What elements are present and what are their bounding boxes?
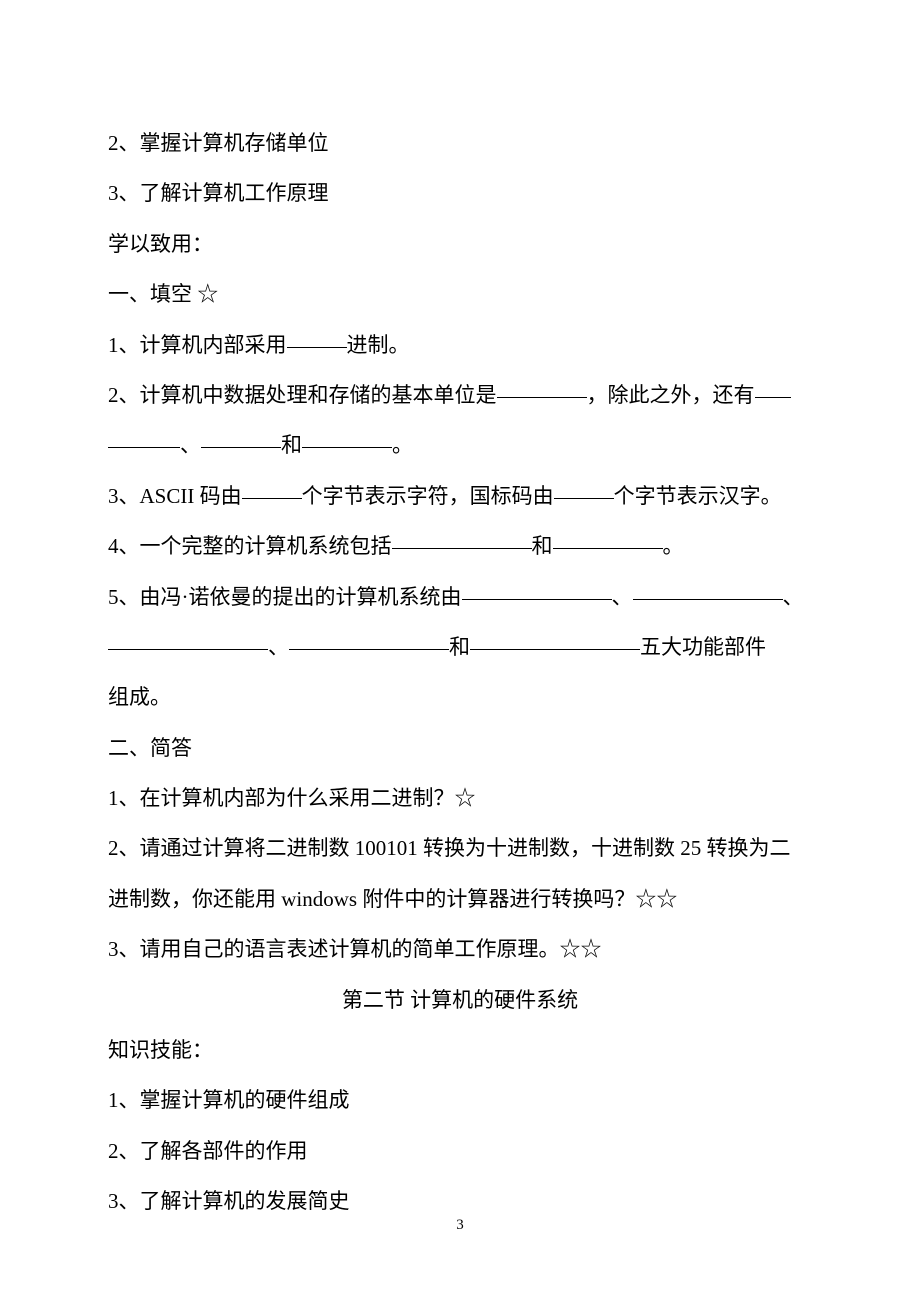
text-fragment: 4、一个完整的计算机系统包括 xyxy=(108,534,392,558)
text-line: 2、了解各部件的作用 xyxy=(108,1126,812,1176)
text-fragment: 和 xyxy=(281,433,302,457)
text-fragment: windows xyxy=(281,887,357,911)
text-fragment: 3、 xyxy=(108,484,140,508)
text-fragment: 2、请通过计算将二进制数 xyxy=(108,836,355,860)
blank-underline xyxy=(108,447,180,448)
text-line: 组成。 xyxy=(108,672,812,722)
question-item: 进制数，你还能用 windows 附件中的计算器进行转换吗？☆☆ xyxy=(108,874,812,924)
blank-underline xyxy=(289,649,449,650)
fill-blank-item: 5、由冯·诺依曼的提出的计算机系统由 、 、 xyxy=(108,572,812,622)
blank-underline xyxy=(633,599,783,600)
text-fragment: 。 xyxy=(663,534,684,558)
section-title: 第二节 计算机的硬件系统 xyxy=(108,975,812,1025)
document-page: 2、掌握计算机存储单位 3、了解计算机工作原理 学以致用： 一、填空 ☆ 1、计… xyxy=(0,0,920,1227)
text-fragment: 5、由冯·诺依曼的提出的计算机系统由 xyxy=(108,585,462,609)
text-fragment: 1、计算机内部采用 xyxy=(108,333,287,357)
text-line: 3、了解计算机工作原理 xyxy=(108,168,812,218)
text-fragment: 和 xyxy=(532,534,553,558)
fill-blank-item: 3、ASCII 码由 个字节表示字符，国标码由 个字节表示汉字。 xyxy=(108,471,812,521)
text-fragment: 转换为十进制数，十进制数 xyxy=(418,836,681,860)
blank-underline xyxy=(287,347,347,348)
blank-underline xyxy=(755,397,791,398)
blank-underline xyxy=(108,649,268,650)
blank-underline xyxy=(392,548,532,549)
text-fragment: 、 xyxy=(783,585,804,609)
section-heading: 一、填空 ☆ xyxy=(108,269,812,319)
section-heading: 二、简答 xyxy=(108,723,812,773)
fill-blank-item: 2、计算机中数据处理和存储的基本单位是 ，除此之外，还有 xyxy=(108,370,812,420)
fill-blank-item: 、 和 。 xyxy=(108,420,812,470)
text-fragment: ASCII xyxy=(140,484,195,508)
text-line: 1、掌握计算机的硬件组成 xyxy=(108,1075,812,1125)
text-fragment: 2、计算机中数据处理和存储的基本单位是 xyxy=(108,383,497,407)
blank-underline xyxy=(553,548,663,549)
text-fragment: 和 xyxy=(449,635,470,659)
text-line: 2、掌握计算机存储单位 xyxy=(108,118,812,168)
text-fragment: 附件中的计算器进行转换吗？☆☆ xyxy=(357,887,677,911)
blank-underline xyxy=(201,447,281,448)
fill-blank-item: 、 和 五大功能部件 xyxy=(108,622,812,672)
text-fragment: 五大功能部件 xyxy=(640,635,766,659)
text-fragment: 个字节表示字符，国标码由 xyxy=(302,484,554,508)
blank-underline xyxy=(242,498,302,499)
fill-blank-item: 1、计算机内部采用 进制。 xyxy=(108,320,812,370)
text-fragment: 转换为二 xyxy=(701,836,790,860)
page-number: 3 xyxy=(0,1217,920,1234)
fill-blank-item: 4、一个完整的计算机系统包括 和 。 xyxy=(108,521,812,571)
text-fragment: 、 xyxy=(180,433,201,457)
blank-underline xyxy=(554,498,614,499)
text-line: 知识技能： xyxy=(108,1025,812,1075)
text-fragment: ，除此之外，还有 xyxy=(587,383,755,407)
text-fragment: 、 xyxy=(268,635,289,659)
question-item: 3、请用自己的语言表述计算机的简单工作原理。☆☆ xyxy=(108,924,812,974)
text-fragment: 进制数，你还能用 xyxy=(108,887,281,911)
blank-underline xyxy=(497,397,587,398)
text-fragment: 进制。 xyxy=(347,333,410,357)
question-item: 1、在计算机内部为什么采用二进制？☆ xyxy=(108,773,812,823)
text-fragment: 100101 xyxy=(355,836,418,860)
text-fragment: 个字节表示汉字。 xyxy=(614,484,782,508)
text-line: 学以致用： xyxy=(108,219,812,269)
question-item: 2、请通过计算将二进制数 100101 转换为十进制数，十进制数 25 转换为二 xyxy=(108,823,812,873)
text-fragment: 码由 xyxy=(194,484,241,508)
text-fragment: 。 xyxy=(392,433,413,457)
text-fragment: 25 xyxy=(680,836,701,860)
text-fragment: 、 xyxy=(612,585,633,609)
blank-underline xyxy=(302,447,392,448)
blank-underline xyxy=(470,649,640,650)
blank-underline xyxy=(462,599,612,600)
